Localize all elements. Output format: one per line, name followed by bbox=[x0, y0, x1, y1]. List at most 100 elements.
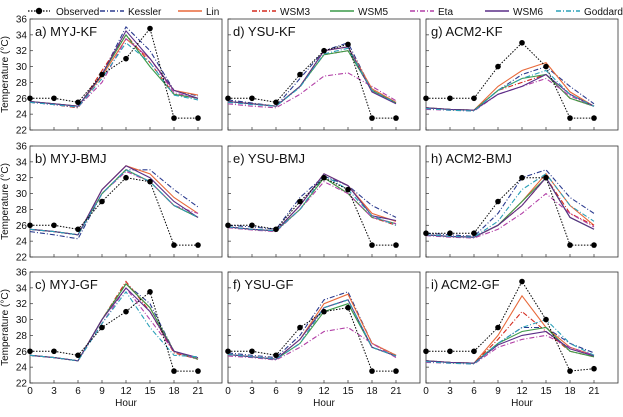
y-tick-label: 30 bbox=[16, 62, 28, 73]
observed-line bbox=[30, 27, 198, 119]
series-line-wsm5 bbox=[29, 33, 199, 107]
observed-point bbox=[297, 198, 303, 205]
series-line-eta bbox=[227, 326, 397, 361]
series-line-lin bbox=[227, 173, 397, 232]
y-tick-label: 28 bbox=[16, 78, 28, 89]
series-line-kessler bbox=[425, 326, 595, 364]
observed-point bbox=[567, 242, 573, 248]
observed-point bbox=[591, 242, 597, 248]
observed-point bbox=[195, 242, 201, 248]
x-axis-label: Hour bbox=[313, 398, 335, 409]
observed-point bbox=[423, 95, 429, 102]
series-line-wsm6 bbox=[227, 299, 397, 360]
y-tick-label: 36 bbox=[16, 268, 28, 279]
y-tick-label: 22 bbox=[16, 126, 28, 137]
observed-point bbox=[75, 352, 81, 359]
legend-marker-observed bbox=[35, 7, 43, 15]
observed-line bbox=[426, 280, 595, 372]
legend-label-wsm6: WSM6 bbox=[513, 7, 543, 18]
series-line-eta bbox=[29, 286, 199, 362]
panel-title: d) YSU-KF bbox=[233, 24, 296, 39]
panel-title: f) YSU-GF bbox=[233, 277, 293, 292]
panel-title: i) ACM2-GF bbox=[431, 277, 500, 292]
y-tick-label: 36 bbox=[16, 142, 28, 153]
observed-line bbox=[30, 290, 198, 372]
observed-point bbox=[393, 115, 399, 121]
x-tick-label: 3 bbox=[447, 386, 453, 397]
x-axis-label: Hour bbox=[115, 398, 137, 409]
observed-line bbox=[30, 177, 198, 246]
observed-point bbox=[99, 198, 105, 205]
observed-point bbox=[543, 174, 549, 181]
x-tick-label: 12 bbox=[516, 386, 528, 397]
observed-point bbox=[495, 63, 501, 70]
series-line-wsm5 bbox=[425, 326, 595, 364]
observed-line bbox=[426, 177, 594, 246]
y-tick-label: 24 bbox=[16, 110, 28, 121]
x-axis-label: Hour bbox=[511, 398, 533, 409]
observed-point bbox=[171, 115, 177, 121]
observed-point bbox=[321, 47, 327, 54]
observed-point bbox=[471, 230, 477, 237]
series-line-wsm6 bbox=[425, 176, 595, 238]
observed-point bbox=[249, 348, 255, 355]
x-tick-label: 9 bbox=[99, 386, 105, 397]
y-tick-label: 22 bbox=[16, 379, 28, 390]
observed-point bbox=[423, 230, 429, 237]
observed-point bbox=[519, 39, 525, 46]
series-line-goddard bbox=[29, 169, 199, 236]
observed-point bbox=[471, 95, 477, 102]
legend-label-wsm5: WSM5 bbox=[358, 7, 388, 18]
series-line-wsm3 bbox=[425, 176, 595, 238]
y-tick-label: 32 bbox=[16, 299, 28, 310]
observed-point bbox=[51, 222, 57, 229]
observed-point bbox=[567, 115, 573, 121]
x-tick-label: 9 bbox=[297, 386, 303, 397]
observed-point bbox=[321, 174, 327, 181]
observed-line bbox=[228, 177, 396, 246]
x-tick-label: 18 bbox=[564, 386, 576, 397]
series-line-wsm6 bbox=[227, 46, 397, 107]
x-tick-label: 15 bbox=[342, 386, 354, 397]
legend-label-wsm3: WSM3 bbox=[280, 7, 310, 18]
x-tick-label: 3 bbox=[51, 386, 57, 397]
observed-point bbox=[171, 242, 177, 248]
observed-point bbox=[297, 324, 303, 331]
observed-point bbox=[147, 289, 153, 295]
x-tick-label: 0 bbox=[27, 386, 33, 397]
legend-label-goddard: Goddard bbox=[584, 7, 623, 18]
observed-point bbox=[567, 368, 573, 374]
x-tick-label: 6 bbox=[75, 386, 81, 397]
y-tick-label: 32 bbox=[16, 46, 28, 57]
observed-point bbox=[99, 71, 105, 78]
y-tick-label: 24 bbox=[16, 237, 28, 248]
panel-title: e) YSU-BMJ bbox=[233, 151, 305, 166]
observed-point bbox=[591, 115, 597, 121]
y-tick-label: 22 bbox=[16, 253, 28, 264]
y-axis-label: Temperature (°C) bbox=[0, 289, 11, 366]
series-line-goddard bbox=[29, 41, 199, 108]
observed-point bbox=[273, 352, 279, 359]
panel-title: b) MYJ-BMJ bbox=[35, 151, 107, 166]
observed-point bbox=[297, 71, 303, 78]
y-tick-label: 30 bbox=[16, 315, 28, 326]
observed-point bbox=[393, 368, 399, 374]
observed-point bbox=[273, 226, 279, 233]
series-line-wsm6 bbox=[425, 330, 595, 364]
x-tick-label: 21 bbox=[390, 386, 402, 397]
x-tick-label: 6 bbox=[273, 386, 279, 397]
observed-point bbox=[75, 99, 81, 106]
y-axis-label: Temperature (°C) bbox=[0, 36, 11, 113]
y-tick-label: 26 bbox=[16, 221, 28, 232]
panel-title: a) MYJ-KF bbox=[35, 24, 97, 39]
series-line-eta bbox=[425, 192, 595, 239]
series-line-wsm5 bbox=[425, 176, 595, 238]
y-tick-label: 26 bbox=[16, 347, 28, 358]
series-line-wsm6 bbox=[29, 29, 199, 107]
observed-point bbox=[495, 198, 501, 205]
observed-point bbox=[147, 178, 153, 185]
series-line-kessler bbox=[425, 65, 595, 111]
observed-point bbox=[369, 368, 375, 374]
